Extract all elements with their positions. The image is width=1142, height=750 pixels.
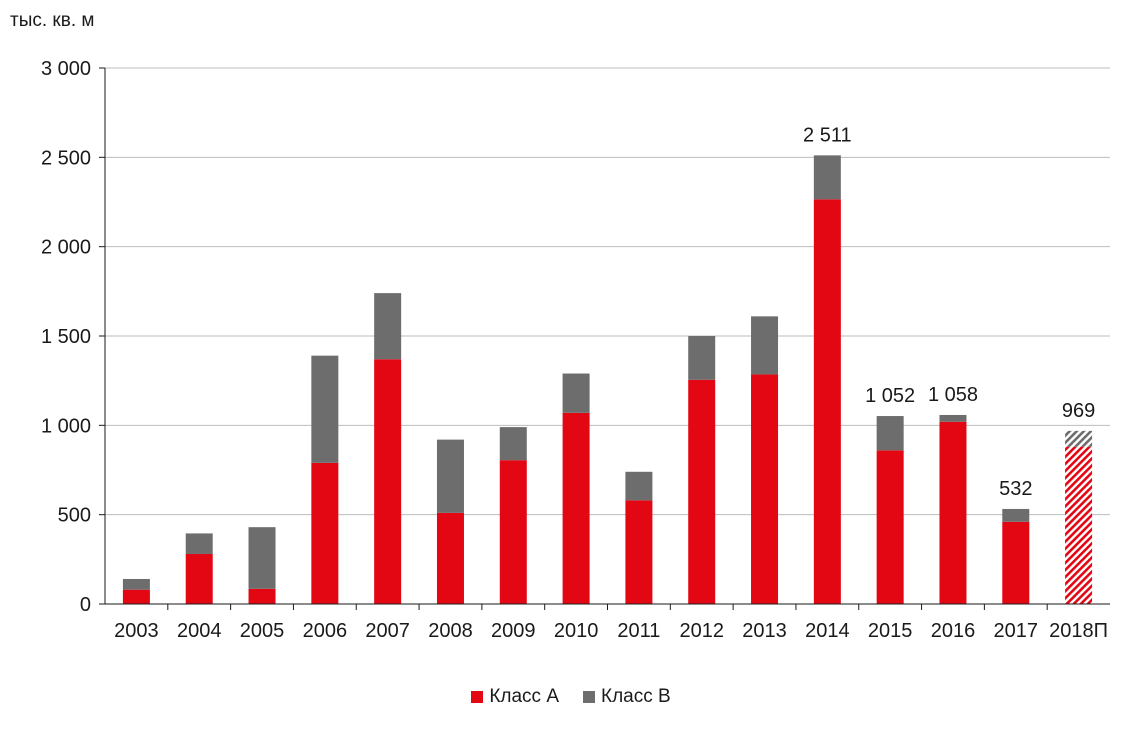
legend-swatch-class-b — [583, 691, 595, 703]
x-tick-label: 2011 — [617, 620, 660, 642]
bar-class-b-2015 — [876, 416, 904, 451]
legend-label-class-b: Класс В — [601, 686, 671, 707]
bar-class-a-2005 — [248, 588, 276, 604]
legend: Класс А Класс В — [0, 686, 1142, 708]
y-tick-label: 2 500 — [41, 147, 91, 169]
total-label-2014: 2 511 — [803, 124, 852, 146]
x-tick-label: 2007 — [365, 620, 410, 642]
bar-class-b-2009 — [499, 427, 527, 461]
bar-class-a-2003 — [122, 589, 150, 604]
x-tick-label: 2005 — [240, 620, 285, 642]
bar-class-b-2012 — [688, 336, 716, 380]
bar-class-a-2010 — [562, 412, 590, 604]
total-label-2016: 1 058 — [928, 384, 978, 406]
bar-class-b-2016 — [939, 414, 967, 422]
bar-class-a-2018П — [1065, 446, 1093, 604]
x-tick-label: 2008 — [428, 620, 473, 642]
x-axis-ticks: 2003 2004 2005 2006 2007 2008 2009 2010 2011 2012… — [114, 604, 1108, 642]
legend-item-class-a: Класс А — [471, 686, 559, 708]
x-tick-label: 2010 — [554, 620, 599, 642]
x-tick-label: 2012 — [679, 620, 724, 642]
x-tick-label: 2003 — [114, 620, 159, 642]
bar-class-a-2015 — [876, 450, 904, 604]
y-tick-label: 500 — [58, 505, 91, 527]
y-tick-label: 2 000 — [41, 237, 91, 259]
bar-class-a-2004 — [185, 553, 213, 604]
x-tick-label: 2017 — [994, 620, 1039, 642]
bar-class-a-2016 — [939, 421, 967, 604]
y-tick-label: 1 000 — [41, 415, 91, 437]
bar-class-b-2007 — [374, 293, 402, 360]
legend-swatch-class-a — [471, 691, 484, 703]
bar-class-b-2004 — [185, 533, 213, 554]
bars — [122, 155, 1093, 604]
total-label-2017: 532 — [999, 478, 1032, 500]
bar-class-b-2013 — [751, 316, 779, 375]
bar-class-a-2006 — [311, 462, 339, 604]
total-label-2018П: 969 — [1062, 400, 1095, 422]
bar-class-b-2014 — [813, 155, 841, 200]
bar-class-b-2017 — [1002, 508, 1030, 522]
bar-class-b-2005 — [248, 527, 276, 589]
bar-class-a-2012 — [688, 379, 716, 604]
x-tick-label: 2009 — [491, 620, 536, 642]
bar-class-a-2008 — [436, 512, 464, 604]
bar-class-a-2017 — [1002, 521, 1030, 604]
bar-class-b-2003 — [122, 578, 150, 590]
bar-class-a-2011 — [625, 500, 653, 604]
bar-class-b-2006 — [311, 355, 339, 463]
y-axis-unit-label: тыс. кв. м — [10, 10, 95, 31]
bar-class-b-2018П — [1065, 430, 1093, 447]
x-tick-label: 2016 — [931, 620, 976, 642]
x-tick-label: 2006 — [303, 620, 348, 642]
legend-item-class-b: Класс В — [583, 686, 671, 708]
y-tick-label: 0 — [80, 594, 91, 616]
legend-label-class-a: Класс А — [489, 686, 559, 707]
y-axis-ticks: 0 500 1 000 1 500 2 000 2 500 3 000 — [41, 58, 105, 616]
x-tick-label: 2015 — [868, 620, 913, 642]
bar-class-a-2009 — [499, 460, 527, 604]
x-tick-label: 2018П — [1049, 620, 1108, 642]
bar-class-b-2011 — [625, 471, 653, 501]
x-tick-label: 2004 — [177, 620, 222, 642]
total-labels: 2 511 1 052 1 058 532 969 — [803, 124, 1095, 500]
y-tick-label: 1 500 — [41, 326, 91, 348]
bar-class-a-2007 — [374, 359, 402, 604]
bar-class-a-2014 — [813, 199, 841, 604]
y-tick-label: 3 000 — [41, 58, 91, 80]
total-label-2015: 1 052 — [865, 385, 915, 407]
bar-class-b-2010 — [562, 373, 590, 413]
x-tick-label: 2014 — [805, 620, 850, 642]
bar-class-a-2013 — [751, 374, 779, 604]
x-tick-label: 2013 — [742, 620, 787, 642]
bar-class-b-2008 — [436, 439, 464, 513]
